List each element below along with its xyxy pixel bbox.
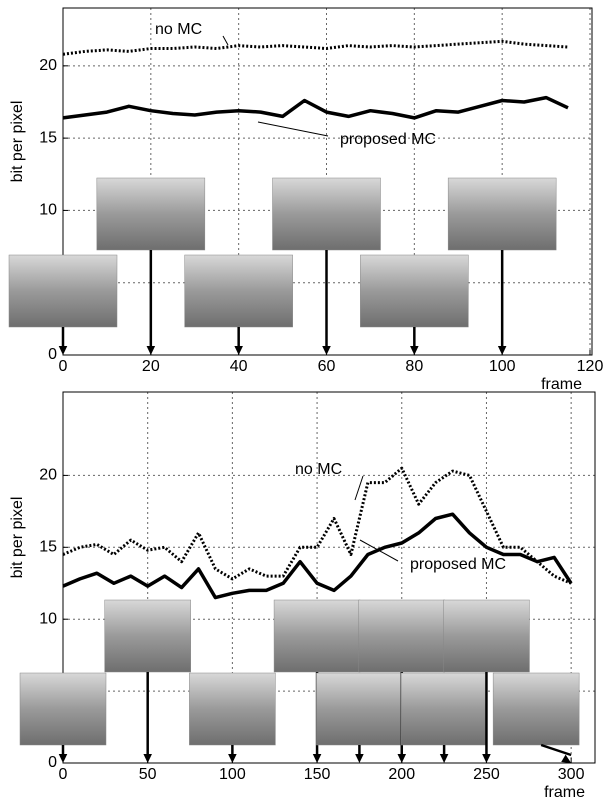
series-line (62, 512, 573, 600)
x-tick-label: 120 (577, 358, 604, 375)
frame-arrow (540, 743, 572, 757)
arrow-head (410, 345, 419, 355)
arrow-head (143, 753, 152, 763)
x-tick-label: 60 (318, 358, 336, 375)
x-tick-label: 150 (304, 766, 331, 783)
y-tick-label: 15 (39, 129, 57, 146)
x-tick-label: 50 (139, 766, 157, 783)
y-tick-label: 20 (39, 57, 57, 74)
y-tick-label: 0 (48, 346, 57, 363)
thumbnail (358, 599, 446, 673)
thumbnail (272, 177, 381, 251)
annotation-leader (354, 475, 364, 501)
annotation: proposed MC (410, 556, 506, 573)
y-tick-label: 10 (39, 202, 57, 219)
x-tick-label: 250 (473, 766, 500, 783)
annotation-leader (222, 35, 229, 46)
y-tick-label: 0 (48, 754, 57, 771)
thumbnail (189, 672, 276, 746)
y-tick-label: 10 (39, 610, 57, 627)
annotation: no MC (295, 461, 342, 478)
thumbnail (443, 599, 530, 673)
thumbnail (184, 254, 293, 328)
y-axis-label: bit per pixel (9, 101, 26, 183)
arrow-head (561, 754, 572, 763)
thumbnail (19, 672, 107, 746)
x-axis-label: frame (541, 376, 582, 393)
plot-frame (62, 7, 593, 356)
y-axis-label: bit per pixel (9, 497, 26, 579)
y-tick-label: 15 (39, 539, 57, 556)
annotation: no MC (155, 21, 202, 38)
thumbnail (96, 177, 206, 251)
x-tick-label: 0 (59, 358, 68, 375)
arrow-head (228, 753, 237, 763)
x-tick-label: 200 (388, 766, 415, 783)
x-tick-label: 100 (219, 766, 246, 783)
arrow-head (58, 753, 68, 763)
arrow-head (397, 753, 407, 763)
thumbnail (104, 599, 191, 673)
x-tick-label: 20 (142, 358, 160, 375)
thumbnail (316, 672, 403, 746)
annotation-leader (257, 121, 329, 137)
thumbnail (360, 254, 469, 328)
thumbnail (400, 672, 488, 746)
series-line (62, 95, 569, 120)
annotation-leader (359, 539, 399, 562)
x-tick-label: 40 (230, 358, 248, 375)
arrow-head (58, 345, 68, 355)
arrow-head (439, 753, 449, 763)
x-axis-label: frame (544, 784, 585, 801)
thumbnail (447, 177, 557, 251)
arrow-head (312, 753, 322, 763)
arrow-head (355, 753, 364, 763)
plot-frame (62, 391, 596, 764)
x-tick-label: 80 (405, 358, 423, 375)
x-tick-label: 300 (558, 766, 585, 783)
series-line (62, 39, 569, 56)
arrow-head (234, 345, 243, 355)
thumbnail (492, 672, 580, 746)
thumbnail (273, 599, 361, 673)
arrow-head (497, 345, 507, 355)
series-line (62, 466, 572, 585)
arrow-head (146, 345, 156, 355)
thumbnail (8, 254, 118, 328)
y-tick-label: 20 (39, 467, 57, 484)
arrow-head (322, 345, 331, 355)
x-tick-label: 100 (489, 358, 516, 375)
annotation: proposed MC (340, 131, 436, 148)
x-tick-label: 0 (59, 766, 68, 783)
arrow-head (482, 753, 491, 763)
